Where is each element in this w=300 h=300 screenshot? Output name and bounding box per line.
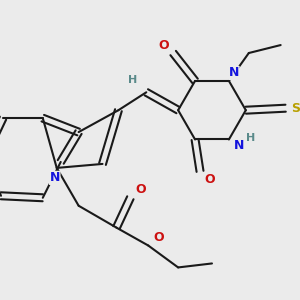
Text: O: O [205, 173, 215, 186]
Text: O: O [135, 183, 146, 196]
Text: S: S [291, 102, 300, 115]
Text: N: N [229, 66, 239, 80]
Text: O: O [158, 39, 169, 52]
Text: N: N [50, 171, 60, 184]
Text: H: H [128, 75, 137, 85]
Text: O: O [153, 231, 164, 244]
Text: N: N [234, 139, 244, 152]
Text: H: H [246, 133, 255, 142]
